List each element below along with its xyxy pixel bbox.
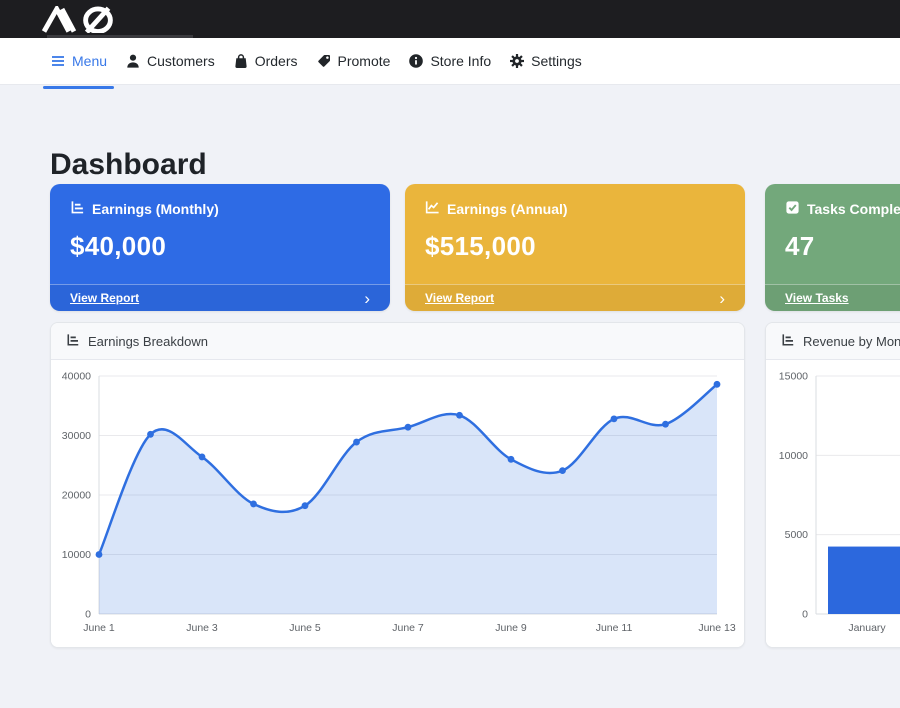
- stat-card-title: Earnings (Annual): [447, 201, 568, 217]
- main-nav: Menu Customers Orders Promote Store Info: [0, 38, 900, 89]
- nav-item-customers[interactable]: Customers: [116, 38, 224, 84]
- stat-card-title-row: Tasks Completed: [785, 200, 900, 218]
- stat-card-earnings-monthly: Earnings (Monthly) $40,000 View Report ›: [50, 184, 390, 311]
- stat-card-body: Earnings (Monthly) $40,000: [50, 184, 390, 284]
- svg-text:June 13: June 13: [698, 622, 736, 634]
- view-tasks-link[interactable]: View Tasks ›: [765, 284, 900, 311]
- chart-title: Revenue by Month: [803, 333, 900, 349]
- stat-cards-row: Earnings (Monthly) $40,000 View Report ›…: [50, 184, 900, 311]
- chart-bar-icon: [70, 200, 85, 218]
- nav-item-store-info[interactable]: Store Info: [399, 38, 500, 84]
- svg-text:0: 0: [802, 609, 808, 621]
- svg-text:10000: 10000: [779, 450, 808, 462]
- chevron-right-icon: ›: [364, 288, 370, 308]
- revenue-by-month-body: 0 5000 10000 15000 January: [766, 360, 900, 647]
- svg-text:June 11: June 11: [596, 622, 633, 634]
- nav-item-label: Store Info: [430, 53, 492, 69]
- stat-card-tasks-completed: Tasks Completed 47 View Tasks ›: [765, 184, 900, 311]
- hamburger-icon: [50, 53, 66, 69]
- nav-item-label: Orders: [254, 53, 298, 69]
- earnings-breakdown-body: 0 10000 20000 30000 40000 June 1 June 3 June 5 J…: [51, 360, 744, 647]
- tag-icon: [316, 53, 332, 69]
- chart-bar-icon: [66, 333, 80, 350]
- gear-icon: [509, 53, 525, 69]
- stat-card-earnings-annual: Earnings (Annual) $515,000 View Report ›: [405, 184, 745, 311]
- stat-card-value: 47: [785, 231, 815, 261]
- view-report-link-annual[interactable]: View Report ›: [405, 284, 745, 311]
- svg-text:June 5: June 5: [289, 622, 321, 634]
- revenue-by-month-card: Revenue by Month 0 5000 10000 15000 January: [765, 322, 900, 648]
- view-report-link-monthly[interactable]: View Report ›: [50, 284, 390, 311]
- chart-title: Earnings Breakdown: [88, 333, 208, 349]
- svg-text:40000: 40000: [62, 371, 91, 383]
- logo-underline: [47, 35, 193, 38]
- shopping-bag-icon: [233, 53, 249, 69]
- svg-text:20000: 20000: [62, 490, 91, 502]
- nav-item-promote[interactable]: Promote: [307, 38, 400, 84]
- svg-text:June 1: June 1: [83, 622, 115, 634]
- nav-item-label: Settings: [531, 53, 582, 69]
- svg-text:June 3: June 3: [186, 622, 218, 634]
- main-content: Dashboard Earnings (Monthly) $40,000 Vie…: [0, 148, 900, 648]
- svg-text:15000: 15000: [779, 371, 808, 383]
- nav-item-label: Menu: [72, 53, 108, 69]
- svg-text:January: January: [848, 622, 886, 634]
- nav-item-settings[interactable]: Settings: [500, 38, 591, 84]
- svg-text:June 9: June 9: [495, 622, 527, 634]
- stat-card-value: $515,000: [425, 231, 536, 261]
- stat-card-link-label: View Tasks: [785, 291, 849, 305]
- nav-item-label: Promote: [337, 53, 391, 69]
- stat-card-title: Earnings (Monthly): [92, 201, 219, 217]
- earnings-breakdown-header: Earnings Breakdown: [51, 323, 744, 360]
- stat-card-title-row: Earnings (Monthly): [70, 200, 370, 218]
- stat-card-link-label: View Report: [70, 291, 140, 305]
- revenue-by-month-header: Revenue by Month: [766, 323, 900, 360]
- svg-text:June 7: June 7: [392, 622, 424, 634]
- page-title: Dashboard: [50, 148, 207, 181]
- nav-item-menu[interactable]: Menu: [41, 38, 116, 89]
- check-square-icon: [785, 200, 800, 218]
- stat-card-title: Tasks Completed: [807, 201, 900, 217]
- stat-card-body: Tasks Completed 47: [765, 184, 900, 284]
- svg-text:0: 0: [85, 609, 91, 621]
- topbar: [0, 0, 900, 38]
- stat-card-body: Earnings (Annual) $515,000: [405, 184, 745, 284]
- svg-text:30000: 30000: [62, 430, 91, 442]
- stat-card-title-row: Earnings (Annual): [425, 200, 725, 218]
- stat-card-value: $40,000: [70, 231, 167, 261]
- revenue-by-month-chart: 0 5000 10000 15000 January: [779, 371, 900, 634]
- info-circle-icon: [408, 53, 424, 69]
- brand-logo[interactable]: [40, 5, 132, 33]
- svg-text:10000: 10000: [62, 549, 91, 561]
- nav-item-label: Customers: [147, 53, 215, 69]
- earnings-breakdown-chart: 0 10000 20000 30000 40000 June 1 June 3 June 5 J…: [62, 371, 736, 635]
- chevron-right-icon: ›: [719, 288, 725, 308]
- chart-line-icon: [425, 200, 440, 218]
- brand-logo-icon: [41, 5, 113, 33]
- person-icon: [125, 53, 141, 69]
- svg-text:5000: 5000: [785, 529, 809, 541]
- earnings-breakdown-card: Earnings Breakdown 0 10000 20000 30000 40000…: [50, 322, 745, 648]
- stat-card-link-label: View Report: [425, 291, 495, 305]
- nav-item-orders[interactable]: Orders: [224, 38, 307, 84]
- charts-row: Earnings Breakdown 0 10000 20000 30000 40000…: [50, 322, 900, 648]
- chart-bar-icon: [781, 333, 795, 350]
